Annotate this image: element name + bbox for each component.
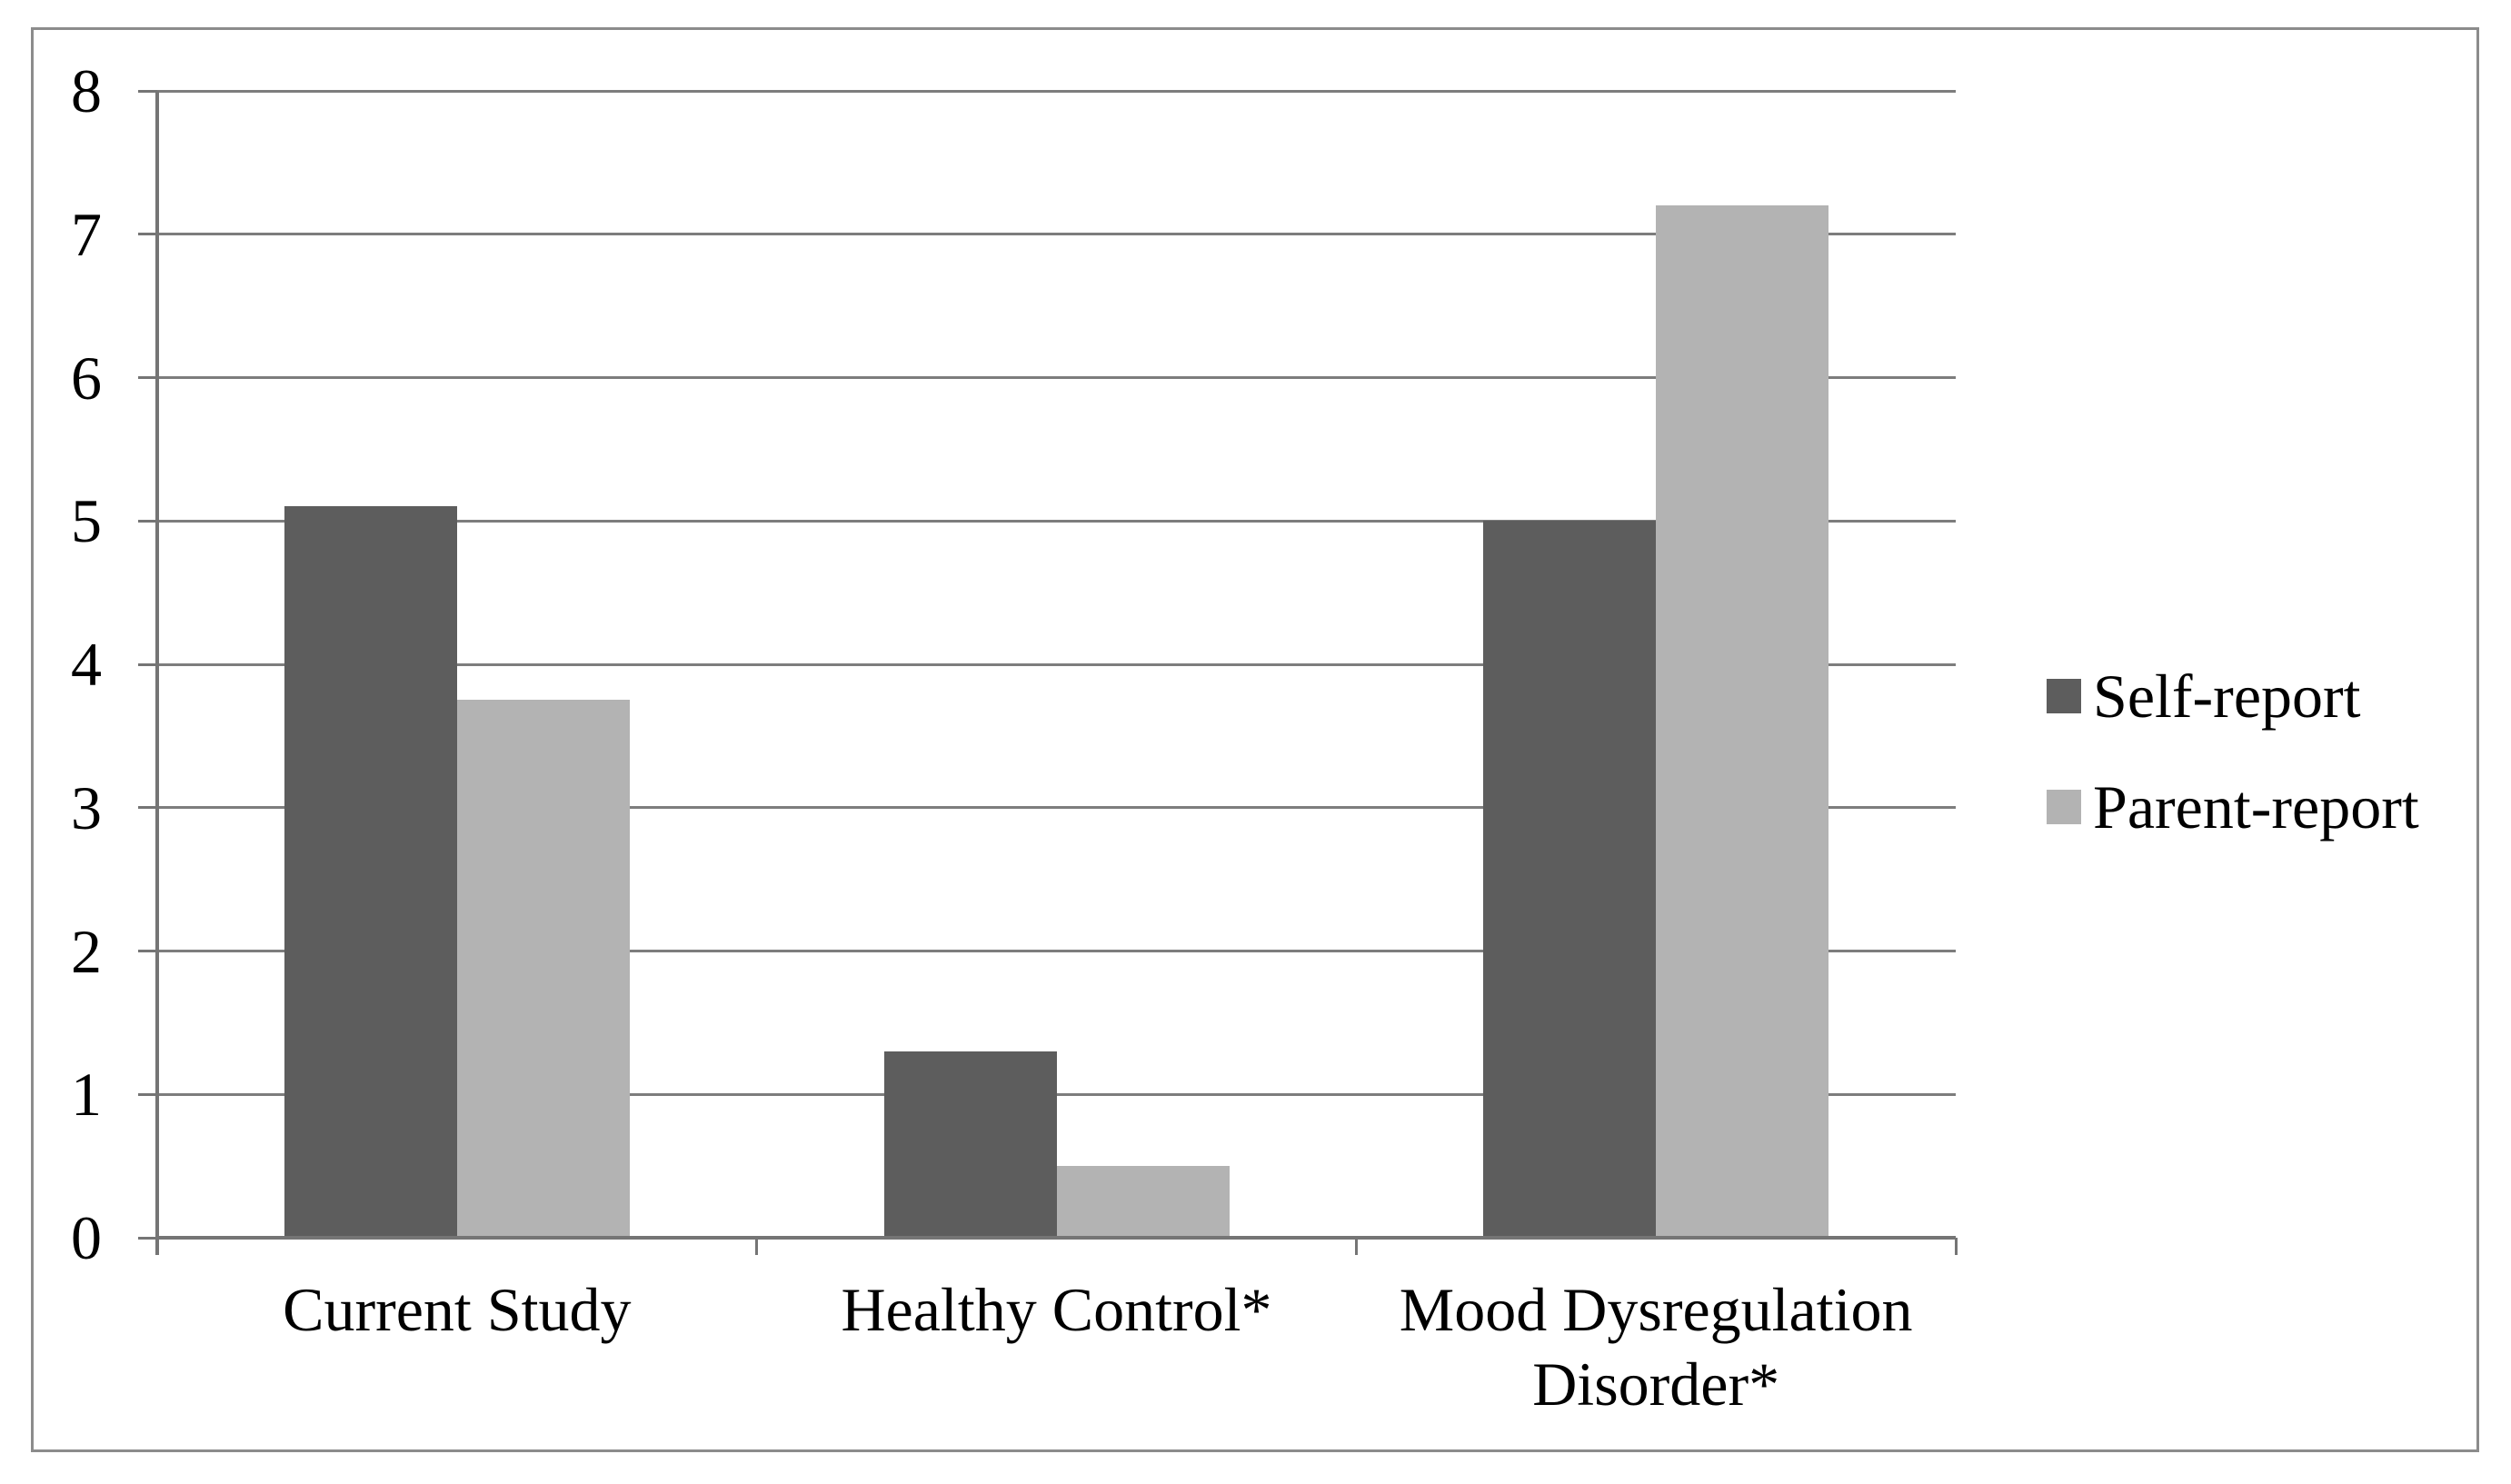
x-category-label-current-study: Current Study bbox=[283, 1275, 632, 1344]
bar-parent-report-current-study bbox=[456, 700, 630, 1238]
y-tick-label-3: 3 bbox=[71, 772, 102, 842]
legend-swatch-parent-report-icon bbox=[2047, 790, 2081, 824]
bar-self-report-mood-dysregulation-disorder bbox=[1483, 521, 1657, 1238]
x-axis-tick-0 bbox=[155, 1238, 159, 1255]
bar-parent-report-healthy-control bbox=[1056, 1166, 1230, 1238]
y-tick-label-5: 5 bbox=[71, 486, 102, 556]
y-gridline-8 bbox=[157, 89, 1956, 93]
y-tick-label-4: 4 bbox=[71, 630, 102, 699]
y-gridline-4 bbox=[157, 662, 1956, 666]
y-tick-label-8: 8 bbox=[71, 56, 102, 125]
x-axis-line bbox=[157, 1236, 1956, 1240]
legend-label-self-report: Self-report bbox=[2093, 662, 2361, 731]
x-axis-tick-1 bbox=[755, 1238, 759, 1255]
y-axis-tick-5 bbox=[138, 519, 157, 523]
y-tick-label-0: 0 bbox=[71, 1203, 102, 1272]
y-gridline-7 bbox=[157, 233, 1956, 236]
y-tick-label-7: 7 bbox=[71, 199, 102, 269]
y-axis-line bbox=[155, 91, 159, 1255]
y-axis-tick-8 bbox=[138, 89, 157, 93]
legend-entry-self-report: Self-report bbox=[2047, 660, 2419, 732]
y-axis-tick-1 bbox=[138, 1092, 157, 1096]
x-category-label-mood-dysregulation-disorder: Mood Dysregulation Disorder* bbox=[1399, 1275, 1913, 1419]
legend-swatch-self-report-icon bbox=[2047, 679, 2081, 713]
y-axis-tick-3 bbox=[138, 806, 157, 810]
y-tick-label-1: 1 bbox=[71, 1060, 102, 1130]
y-axis-tick-0 bbox=[138, 1236, 157, 1240]
bar-self-report-healthy-control bbox=[883, 1051, 1057, 1238]
y-tick-label-2: 2 bbox=[71, 916, 102, 986]
legend: Self-report Parent-report bbox=[2047, 660, 2419, 881]
x-axis-tick-2 bbox=[1354, 1238, 1358, 1255]
legend-label-parent-report: Parent-report bbox=[2093, 772, 2419, 842]
y-gridline-2 bbox=[157, 950, 1956, 952]
y-axis-tick-4 bbox=[138, 662, 157, 666]
y-gridline-3 bbox=[157, 806, 1956, 810]
bar-self-report-current-study bbox=[284, 506, 457, 1238]
y-gridline-5 bbox=[157, 519, 1956, 523]
y-axis-tick-6 bbox=[138, 376, 157, 379]
y-gridline-6 bbox=[157, 376, 1956, 379]
y-gridline-1 bbox=[157, 1092, 1956, 1096]
x-category-label-healthy-control: Healthy Control* bbox=[841, 1275, 1272, 1344]
bar-parent-report-mood-dysregulation-disorder bbox=[1656, 205, 1829, 1238]
x-axis-tick-3 bbox=[1954, 1238, 1958, 1255]
y-tick-label-6: 6 bbox=[71, 343, 102, 413]
legend-entry-parent-report: Parent-report bbox=[2047, 771, 2419, 843]
y-axis-tick-7 bbox=[138, 233, 157, 236]
y-axis-tick-2 bbox=[138, 950, 157, 952]
